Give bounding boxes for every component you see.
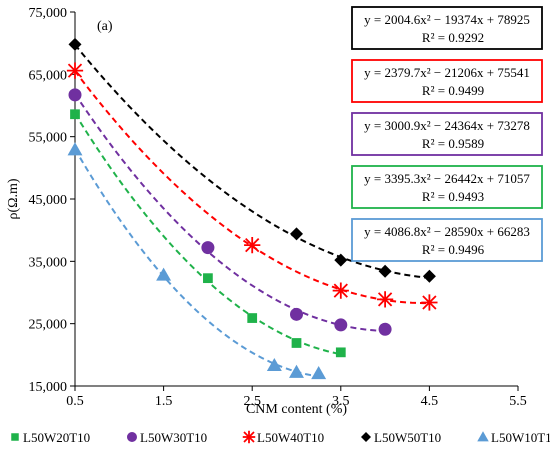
r-squared-text: R² = 0.9493 (422, 189, 484, 204)
marker-triangle (67, 142, 83, 156)
x-tick-label: 5.5 (509, 394, 527, 409)
fit-curve-L50W30T10 (74, 93, 386, 332)
marker-circle (68, 88, 82, 102)
marker-square (291, 338, 302, 348)
equation-box-L50W40T10 (351, 59, 543, 103)
marker-triangle (156, 267, 172, 281)
marker-star (376, 291, 394, 308)
marker-star (244, 237, 261, 254)
marker-circle (201, 241, 215, 255)
marker-diamond (422, 269, 436, 283)
equation-text: y = 2004.6x² − 19374x + 78925 (364, 12, 530, 27)
r-squared-text: R² = 0.9499 (422, 83, 484, 98)
legend-label: L50W10T10 (491, 430, 550, 445)
r-squared-text: R² = 0.9589 (422, 136, 484, 151)
marker-square (335, 347, 346, 358)
y-axis-title: ρ(Ω.m) (6, 178, 21, 219)
r-squared-text: R² = 0.9496 (422, 242, 485, 257)
panel-label: (a) (97, 19, 113, 34)
equation-box-L50W20T10 (351, 165, 543, 209)
marker-triangle (477, 431, 489, 442)
data-points (66, 37, 438, 380)
x-tick-label: 3.5 (332, 394, 350, 409)
y-tick-label: 55,000 (29, 131, 68, 146)
y-tick-label: 15,000 (29, 380, 68, 395)
marker-circle (127, 432, 137, 442)
equation-text: y = 4086.8x² − 28590x + 66283 (364, 224, 530, 239)
marker-star (421, 294, 438, 311)
r-squared-text: R² = 0.9292 (422, 30, 484, 45)
marker-star (332, 282, 349, 299)
marker-diamond (334, 253, 348, 267)
marker-star (242, 430, 256, 444)
legend-label: L50W20T10 (23, 430, 90, 445)
y-tick-label: 75,000 (29, 6, 68, 21)
equation-box-L50W10T10 (351, 218, 543, 262)
marker-square (11, 433, 19, 441)
fit-curve-L50W10T10 (74, 148, 319, 378)
equation-text: y = 3000.9x² − 24364x + 73278 (364, 118, 530, 133)
marker-triangle (266, 357, 282, 372)
marker-circle (378, 322, 392, 336)
x-axis-title: CNM content (%) (246, 402, 347, 417)
x-tick-label: 4.5 (421, 394, 439, 409)
marker-triangle (289, 364, 304, 378)
marker-square (247, 313, 258, 323)
fit-curve-L50W50T10 (74, 44, 430, 279)
equation-boxes: y = 2004.6x² − 19374x + 78925 R² = 0.9292… (351, 6, 543, 262)
marker-square (203, 273, 213, 284)
y-tick-label: 25,000 (29, 318, 68, 333)
marker-circle (334, 318, 348, 332)
marker-diamond (361, 432, 371, 442)
x-tick-label: 1.5 (155, 394, 173, 409)
marker-diamond (290, 227, 303, 241)
marker-triangle (311, 366, 327, 380)
equation-box-L50W30T10 (351, 112, 543, 156)
legend-label: L50W50T10 (374, 430, 441, 445)
y-tick-label: 35,000 (29, 255, 68, 270)
x-tick-label: 2.5 (243, 394, 261, 409)
x-tick-label: 0.5 (66, 394, 84, 409)
marker-circle (290, 307, 303, 321)
marker-diamond (68, 37, 82, 51)
equation-text: y = 3395.3x² − 26442x + 71057 (364, 171, 530, 186)
y-tick-label: 65,000 (29, 68, 68, 83)
equation-text: y = 2379.7x² − 21206x + 75541 (364, 65, 530, 80)
legend-label: L50W30T10 (140, 430, 207, 445)
axes: 15,000 25,000 35,000 45,000 55,000 65,000 75,0… (6, 6, 527, 417)
legend-label: L50W40T10 (257, 430, 324, 445)
legend: L50W20T10 L50W30T10 L50W40T10 L50W50T10 L50W… (11, 430, 550, 445)
marker-diamond (378, 264, 392, 278)
marker-square (70, 109, 80, 120)
y-tick-label: 45,000 (29, 193, 68, 208)
marker-star (66, 62, 84, 79)
equation-box-L50W50T10 (351, 6, 543, 50)
